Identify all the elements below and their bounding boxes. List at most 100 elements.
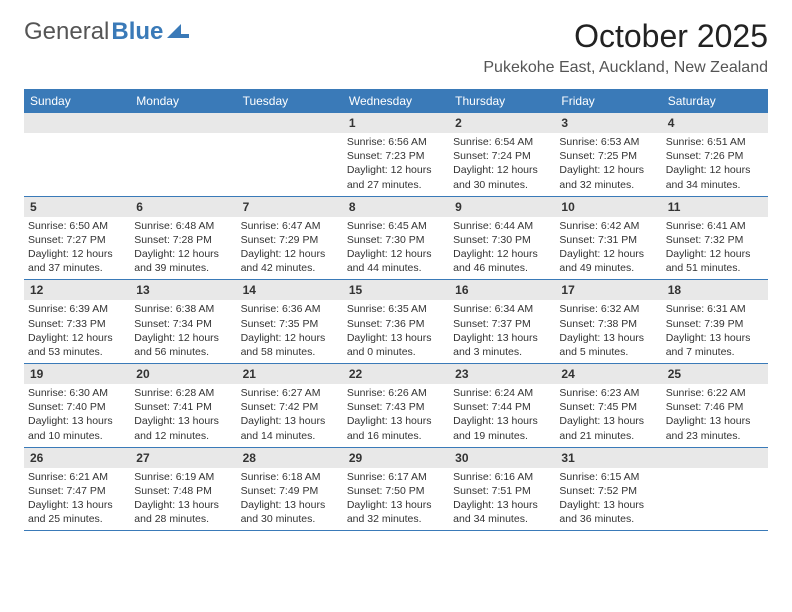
day-number: 26: [24, 448, 130, 468]
day-number: 15: [343, 280, 449, 300]
daylight-text: and 32 minutes.: [347, 512, 445, 526]
day-cell: Sunrise: 6:35 AMSunset: 7:36 PMDaylight:…: [343, 300, 449, 363]
day-cell: Sunrise: 6:50 AMSunset: 7:27 PMDaylight:…: [24, 217, 130, 280]
sunrise-text: Sunrise: 6:38 AM: [134, 302, 232, 316]
day-cell: Sunrise: 6:26 AMSunset: 7:43 PMDaylight:…: [343, 384, 449, 447]
day-content-row: Sunrise: 6:56 AMSunset: 7:23 PMDaylight:…: [24, 133, 768, 196]
day-number-row: 19202122232425: [24, 364, 768, 384]
day-number: 4: [662, 113, 768, 133]
daylight-text: and 39 minutes.: [134, 261, 232, 275]
logo: GeneralBlue: [24, 18, 189, 46]
sunset-text: Sunset: 7:34 PM: [134, 317, 232, 331]
day-number: 3: [555, 113, 661, 133]
day-cell: Sunrise: 6:24 AMSunset: 7:44 PMDaylight:…: [449, 384, 555, 447]
day-content-row: Sunrise: 6:39 AMSunset: 7:33 PMDaylight:…: [24, 300, 768, 363]
day-cell: Sunrise: 6:27 AMSunset: 7:42 PMDaylight:…: [237, 384, 343, 447]
day-number: 30: [449, 448, 555, 468]
sunset-text: Sunset: 7:25 PM: [559, 149, 657, 163]
day-number-row: 567891011: [24, 197, 768, 217]
calendar-week: 12131415161718Sunrise: 6:39 AMSunset: 7:…: [24, 280, 768, 364]
day-number: 27: [130, 448, 236, 468]
day-cell: Sunrise: 6:32 AMSunset: 7:38 PMDaylight:…: [555, 300, 661, 363]
daylight-text: Daylight: 12 hours: [134, 247, 232, 261]
daylight-text: Daylight: 13 hours: [666, 331, 764, 345]
daylight-text: and 44 minutes.: [347, 261, 445, 275]
day-number: 11: [662, 197, 768, 217]
day-cell: Sunrise: 6:23 AMSunset: 7:45 PMDaylight:…: [555, 384, 661, 447]
sunrise-text: Sunrise: 6:44 AM: [453, 219, 551, 233]
daylight-text: Daylight: 13 hours: [453, 414, 551, 428]
daylight-text: Daylight: 12 hours: [453, 247, 551, 261]
day-cell: [237, 133, 343, 196]
sunset-text: Sunset: 7:41 PM: [134, 400, 232, 414]
weekday-label: Monday: [130, 89, 236, 113]
day-number: [662, 448, 768, 468]
sunset-text: Sunset: 7:46 PM: [666, 400, 764, 414]
sunset-text: Sunset: 7:47 PM: [28, 484, 126, 498]
weekday-label: Thursday: [449, 89, 555, 113]
sunset-text: Sunset: 7:26 PM: [666, 149, 764, 163]
sunrise-text: Sunrise: 6:51 AM: [666, 135, 764, 149]
daylight-text: and 30 minutes.: [453, 178, 551, 192]
sunrise-text: Sunrise: 6:39 AM: [28, 302, 126, 316]
day-number: 29: [343, 448, 449, 468]
day-cell: [24, 133, 130, 196]
sunset-text: Sunset: 7:45 PM: [559, 400, 657, 414]
day-number: 17: [555, 280, 661, 300]
calendar: Sunday Monday Tuesday Wednesday Thursday…: [24, 89, 768, 531]
sunrise-text: Sunrise: 6:16 AM: [453, 470, 551, 484]
weekday-label: Saturday: [662, 89, 768, 113]
day-cell: Sunrise: 6:30 AMSunset: 7:40 PMDaylight:…: [24, 384, 130, 447]
calendar-week: 1234Sunrise: 6:56 AMSunset: 7:23 PMDayli…: [24, 113, 768, 197]
day-number: 21: [237, 364, 343, 384]
day-content-row: Sunrise: 6:21 AMSunset: 7:47 PM Daylight:…: [24, 468, 768, 531]
daylight-text: Daylight: 13 hours: [559, 414, 657, 428]
daylight-text: and 32 minutes.: [559, 178, 657, 192]
sunrise-text: Sunrise: 6:35 AM: [347, 302, 445, 316]
sunrise-text: Sunrise: 6:24 AM: [453, 386, 551, 400]
daylight-text: and 34 minutes.: [666, 178, 764, 192]
daylight-text: Daylight: 12 hours: [134, 331, 232, 345]
logo-text-1: General: [24, 18, 109, 46]
daylight-text: Daylight: 13 hours: [134, 498, 232, 512]
daylight-text: and 51 minutes.: [666, 261, 764, 275]
day-number-row: 262728293031: [24, 448, 768, 468]
daylight-text: Daylight: 12 hours: [666, 163, 764, 177]
sunset-text: Sunset: 7:30 PM: [347, 233, 445, 247]
day-number: 10: [555, 197, 661, 217]
sunset-text: Sunset: 7:40 PM: [28, 400, 126, 414]
day-number: 2: [449, 113, 555, 133]
day-cell: Sunrise: 6:28 AMSunset: 7:41 PMDaylight:…: [130, 384, 236, 447]
daylight-text: Daylight: 12 hours: [347, 247, 445, 261]
sunset-text: Sunset: 7:27 PM: [28, 233, 126, 247]
daylight-text: and 21 minutes.: [559, 429, 657, 443]
day-number: 7: [237, 197, 343, 217]
sunrise-text: Sunrise: 6:53 AM: [559, 135, 657, 149]
day-number: 13: [130, 280, 236, 300]
day-cell: Sunrise: 6:54 AMSunset: 7:24 PMDaylight:…: [449, 133, 555, 196]
daylight-text: and 30 minutes.: [241, 512, 339, 526]
day-number: 9: [449, 197, 555, 217]
sunset-text: Sunset: 7:24 PM: [453, 149, 551, 163]
daylight-text: and 42 minutes.: [241, 261, 339, 275]
daylight-text: Daylight: 12 hours: [666, 247, 764, 261]
sunrise-text: Sunrise: 6:56 AM: [347, 135, 445, 149]
sunset-text: Sunset: 7:28 PM: [134, 233, 232, 247]
logo-icon: [167, 24, 189, 40]
daylight-text: Daylight: 13 hours: [241, 498, 339, 512]
sunset-text: Sunset: 7:30 PM: [453, 233, 551, 247]
day-number: 1: [343, 113, 449, 133]
day-number: [24, 113, 130, 133]
day-cell: Sunrise: 6:38 AMSunset: 7:34 PMDaylight:…: [130, 300, 236, 363]
day-cell: Sunrise: 6:48 AMSunset: 7:28 PMDaylight:…: [130, 217, 236, 280]
day-cell: Sunrise: 6:34 AMSunset: 7:37 PMDaylight:…: [449, 300, 555, 363]
sunrise-text: Sunrise: 6:45 AM: [347, 219, 445, 233]
daylight-text: and 34 minutes.: [453, 512, 551, 526]
day-cell: [130, 133, 236, 196]
day-number: [237, 113, 343, 133]
sunset-text: Sunset: 7:50 PM: [347, 484, 445, 498]
sunrise-text: Sunrise: 6:32 AM: [559, 302, 657, 316]
day-cell: Sunrise: 6:42 AMSunset: 7:31 PMDaylight:…: [555, 217, 661, 280]
sunrise-text: Sunrise: 6:21 AM: [28, 470, 126, 484]
daylight-text: and 23 minutes.: [666, 429, 764, 443]
